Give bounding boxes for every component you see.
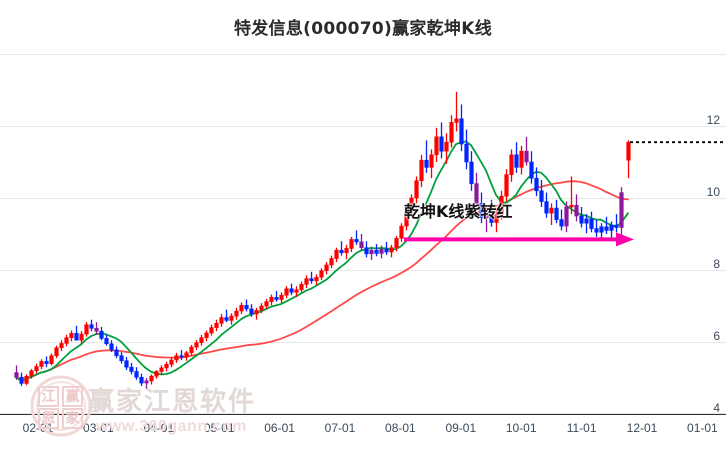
- y-axis-tick-4: 4: [713, 401, 720, 415]
- x-axis-tick-08-01: 08-01: [385, 420, 416, 435]
- brand-watermark-text: 赢家江恩软件: [88, 387, 257, 417]
- candlestick-series: [14, 91, 631, 389]
- chart-overlays: [404, 141, 726, 247]
- candlestick-chart: [0, 54, 726, 415]
- y-axis-tick-12: 12: [706, 113, 720, 127]
- logo-char-4: 家: [66, 410, 81, 427]
- annotation-label: 乾坤K线紫转红: [404, 202, 513, 221]
- chart-plot-area: [0, 44, 726, 415]
- x-axis-tick-12-01: 12-01: [626, 420, 658, 435]
- logo-char-2: 赢: [66, 388, 80, 405]
- y-axis-tick-10: 10: [706, 185, 720, 199]
- x-axis-tick-04-01: 04-01: [143, 420, 175, 435]
- ma-long-line: [15, 180, 629, 382]
- brand-logo-watermark: 江 赢 恩 家: [30, 375, 92, 437]
- brand-watermark-url: www.360gann.com: [96, 418, 247, 435]
- x-axis-tick-05-01: 05-01: [203, 420, 235, 435]
- logo-char-3: 恩: [42, 411, 56, 427]
- x-axis: [0, 413, 726, 415]
- page-title: 特发信息(000070)赢家乾坤K线: [233, 19, 493, 39]
- y-axis-tick-8: 8: [713, 257, 720, 271]
- x-axis-tick-03-01: 03-01: [83, 420, 114, 435]
- x-axis-tick-09-01: 09-01: [445, 420, 477, 435]
- logo-char-1: 江: [42, 388, 56, 405]
- x-axis-tick-11-01: 11-01: [566, 420, 597, 435]
- x-axis-tick-10-01: 10-01: [505, 420, 537, 435]
- x-axis-tick-06-01: 06-01: [264, 420, 295, 435]
- x-axis-tick-07-01: 07-01: [324, 420, 356, 435]
- x-axis-tick-01-01: 01-01: [687, 420, 718, 435]
- ma-short-line: [15, 140, 629, 382]
- y-axis-tick-6: 6: [713, 329, 720, 343]
